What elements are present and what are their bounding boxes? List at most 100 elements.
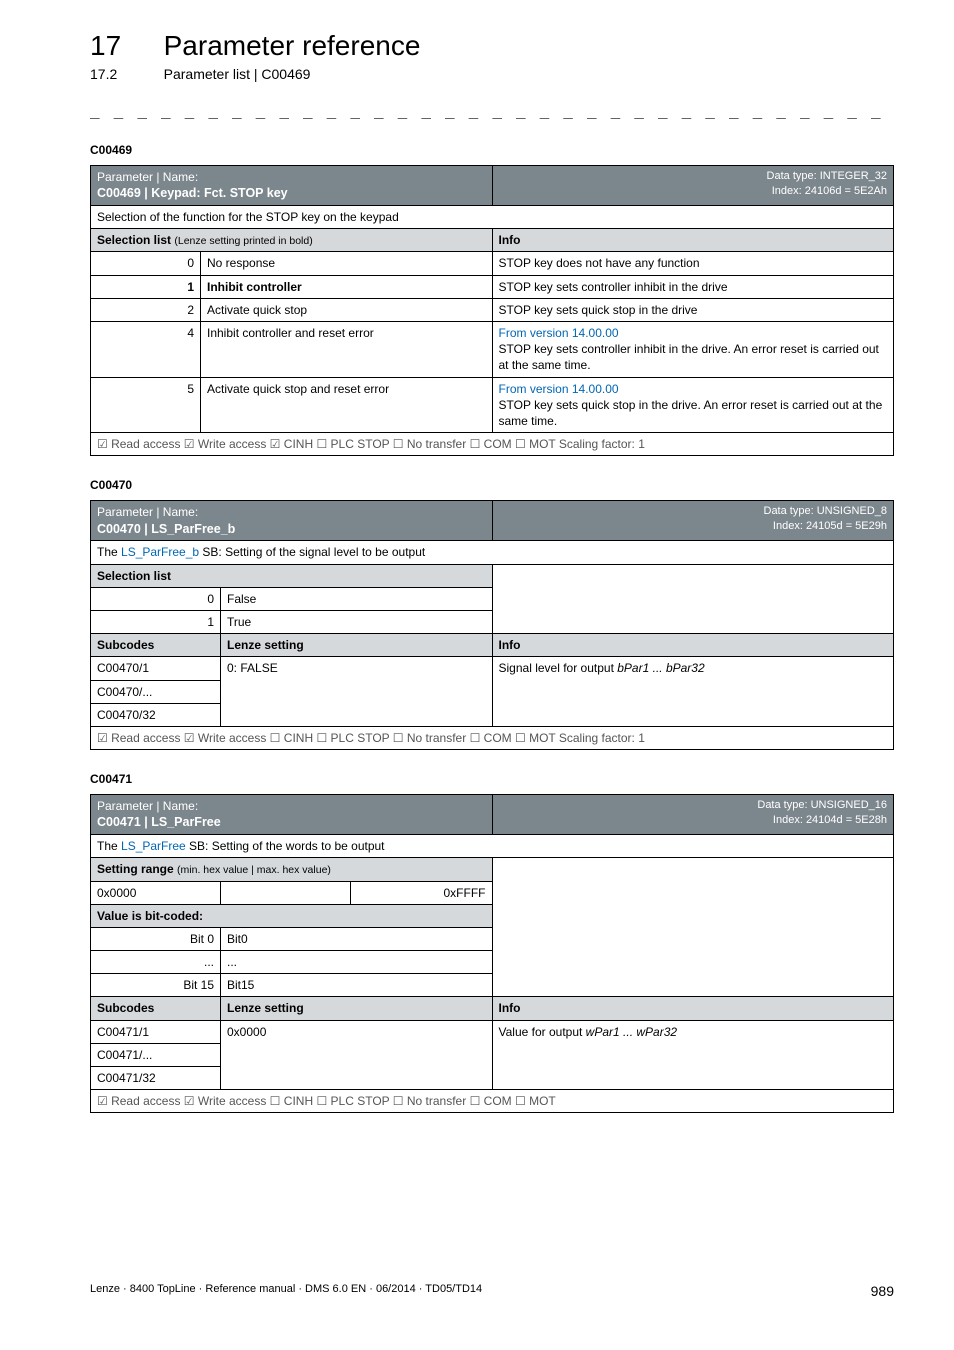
sel-text: Activate quick stop and reset error xyxy=(201,377,493,433)
hdr-right-top: Data type: UNSIGNED_8 xyxy=(764,505,888,517)
info-cell: Signal level for output bPar1 ... bPar32 xyxy=(492,657,894,727)
divider-dashes: _ _ _ _ _ _ _ _ _ _ _ _ _ _ _ _ _ _ _ _ … xyxy=(90,100,894,119)
table-row: 5 Activate quick stop and reset error Fr… xyxy=(91,377,894,433)
hdr-left: Parameter | Name: C00471 | LS_ParFree xyxy=(91,795,493,835)
desc-link[interactable]: LS_ParFree xyxy=(121,839,186,853)
access-footer: ☑ Read access ☑ Write access ☐ CINH ☐ PL… xyxy=(91,726,894,749)
hdr-right: Data type: UNSIGNED_8 Index: 24105d = 5E… xyxy=(492,501,894,541)
chapter-title: Parameter reference xyxy=(164,30,421,62)
subcode: C00471/32 xyxy=(91,1067,221,1090)
hdr-right-top: Data type: UNSIGNED_16 xyxy=(757,799,887,811)
table-footer-row: ☑ Read access ☑ Write access ☐ CINH ☐ PL… xyxy=(91,1090,894,1113)
sel-num-bold: 1 xyxy=(187,280,194,294)
info-em: wPar1 ... wPar32 xyxy=(586,1025,677,1039)
section-line: 17.2 Parameter list | C00469 xyxy=(90,66,894,82)
sel-num: 5 xyxy=(91,377,201,433)
hdr-left-top: Parameter | Name: xyxy=(97,170,198,184)
sel-info: From version 14.00.00 STOP key sets quic… xyxy=(492,377,894,433)
footer-left: Lenze · 8400 TopLine · Reference manual … xyxy=(90,1283,482,1295)
subcode: C00471/... xyxy=(91,1043,221,1066)
sel-num: 0 xyxy=(91,252,201,275)
subcode: C00471/1 xyxy=(91,1020,221,1043)
desc-link[interactable]: LS_ParFree_b xyxy=(121,545,199,559)
hdr-left-title: C00471 | LS_ParFree xyxy=(97,815,221,829)
sel-label-cell: Selection list xyxy=(91,564,493,587)
hdr-left-top: Parameter | Name: xyxy=(97,799,198,813)
table-row: Selection of the function for the STOP k… xyxy=(91,206,894,229)
sel-info: STOP key sets quick stop in the drive xyxy=(492,298,894,321)
hdr-left: Parameter | Name: C00470 | LS_ParFree_b xyxy=(91,501,493,541)
hdr-left: Parameter | Name: C00469 | Keypad: Fct. … xyxy=(91,166,493,206)
sel-label: Selection list xyxy=(97,569,171,583)
section-number: 17.2 xyxy=(90,66,160,82)
subcode: C00470/1 xyxy=(91,657,221,680)
info-label-cell: Info xyxy=(492,229,894,252)
subcode: C00470/32 xyxy=(91,703,221,726)
desc-pre: The xyxy=(97,545,121,559)
sel-num: 1 xyxy=(91,275,201,298)
selection-list-header: Selection list (Lenze setting printed in… xyxy=(91,229,894,252)
lenze-label: Lenze setting xyxy=(221,634,493,657)
hdr-right: Data type: INTEGER_32 Index: 24106d = 5E… xyxy=(492,166,894,206)
sel-text: True xyxy=(221,610,493,633)
lenze-setting-label: Lenze setting xyxy=(227,1001,304,1015)
bitcoded-label: Value is bit-coded: xyxy=(91,904,493,927)
param-desc: Selection of the function for the STOP k… xyxy=(91,206,894,229)
table-footer-row: ☑ Read access ☑ Write access ☑ CINH ☐ PL… xyxy=(91,433,894,456)
info-em: bPar1 ... bPar32 xyxy=(617,661,704,675)
subcodes-label: Subcodes xyxy=(97,638,154,652)
access-footer: ☑ Read access ☑ Write access ☐ CINH ☐ PL… xyxy=(91,1090,894,1113)
info-label: Info xyxy=(499,1001,521,1015)
bit-num: Bit 15 xyxy=(91,974,221,997)
subcode-header: Subcodes Lenze setting Info xyxy=(91,997,894,1020)
info-pre: Signal level for output xyxy=(499,661,618,675)
table-row: 0 No response STOP key does not have any… xyxy=(91,252,894,275)
access-footer: ☑ Read access ☑ Write access ☑ CINH ☐ PL… xyxy=(91,433,894,456)
sub-label: Subcodes xyxy=(91,997,221,1020)
range-small: (min. hex value | max. hex value) xyxy=(177,864,331,876)
subcode: C00470/... xyxy=(91,680,221,703)
info-label-cell: Info xyxy=(492,634,894,657)
sel-text-bold: Inhibit controller xyxy=(207,280,302,294)
table-row: 2 Activate quick stop STOP key sets quic… xyxy=(91,298,894,321)
section-title: Parameter list | C00469 xyxy=(164,66,311,82)
hdr-left-title: C00469 | Keypad: Fct. STOP key xyxy=(97,186,288,200)
hdr-left-title: C00470 | LS_ParFree_b xyxy=(97,522,235,536)
lenze-value: 0: FALSE xyxy=(221,657,493,727)
param-table-c00471: Parameter | Name: C00471 | LS_ParFree Da… xyxy=(90,794,894,1113)
setting-range-header: Setting range (min. hex value | max. hex… xyxy=(91,858,894,881)
bit-text: Bit15 xyxy=(221,974,493,997)
param-anchor: C00469 xyxy=(90,143,894,157)
sel-text: False xyxy=(221,587,493,610)
bit-text: Bit0 xyxy=(221,927,493,950)
sel-label: Selection list xyxy=(97,233,171,247)
version-link[interactable]: From version 14.00.00 xyxy=(499,326,619,340)
hdr-right-bot: Index: 24104d = 5E28h xyxy=(773,814,887,826)
hdr-right-bot: Index: 24105d = 5E29h xyxy=(773,520,887,532)
lenze-value: 0x0000 xyxy=(221,1020,493,1090)
sel-small: (Lenze setting printed in bold) xyxy=(174,235,312,247)
info-label: Info xyxy=(499,233,521,247)
sel-text: Inhibit controller xyxy=(201,275,493,298)
info-cell: Value for output wPar1 ... wPar32 xyxy=(492,1020,894,1090)
chapter-number: 17 xyxy=(90,30,160,62)
table-footer-row: ☑ Read access ☑ Write access ☐ CINH ☐ PL… xyxy=(91,726,894,749)
sel-num: 2 xyxy=(91,298,201,321)
sel-info-rest: STOP key sets controller inhibit in the … xyxy=(499,342,879,372)
subcodes-label: Subcodes xyxy=(97,1001,154,1015)
table-row: The LS_ParFree_b SB: Setting of the sign… xyxy=(91,541,894,564)
param-anchor: C00470 xyxy=(90,478,894,492)
selection-list-header: Selection list xyxy=(91,564,894,587)
table-row: 4 Inhibit controller and reset error Fro… xyxy=(91,322,894,378)
sel-label-cell: Selection list (Lenze setting printed in… xyxy=(91,229,493,252)
desc-post: SB: Setting of the words to be output xyxy=(186,839,385,853)
page-footer: Lenze · 8400 TopLine · Reference manual … xyxy=(90,1283,894,1295)
table-row: The LS_ParFree SB: Setting of the words … xyxy=(91,835,894,858)
param-desc: The LS_ParFree SB: Setting of the words … xyxy=(91,835,894,858)
footer-page-number: 989 xyxy=(871,1283,894,1299)
table-row: 1 Inhibit controller STOP key sets contr… xyxy=(91,275,894,298)
version-link[interactable]: From version 14.00.00 xyxy=(499,382,619,396)
sel-text: Activate quick stop xyxy=(201,298,493,321)
table-header-row: Parameter | Name: C00469 | Keypad: Fct. … xyxy=(91,166,894,206)
hdr-right-bot: Index: 24106d = 5E2Ah xyxy=(772,185,887,197)
